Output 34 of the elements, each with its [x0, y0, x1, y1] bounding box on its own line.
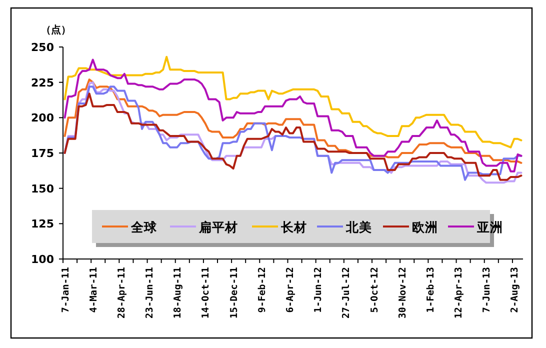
x-tick-label: 1-Jun-12 — [313, 267, 324, 313]
y-tick-label: 225 — [31, 76, 54, 90]
y-tick-label: 250 — [31, 41, 54, 54]
legend-label: 全球 — [130, 220, 158, 234]
x-tick-label: 15-Dec-11 — [228, 266, 240, 318]
x-tick-label: 12-Apr-13 — [454, 266, 465, 318]
y-tick-label: 175 — [31, 147, 54, 160]
y-tick-label: 125 — [31, 218, 54, 231]
x-tick-label: 14-Oct-11 — [200, 266, 212, 318]
legend-label: 欧洲 — [412, 220, 438, 234]
x-tick-label: 27-Jul-12 — [341, 267, 352, 318]
x-tick-label: 28-Apr-11 — [116, 266, 128, 318]
y-tick-label: 150 — [31, 182, 54, 196]
x-tick-label: 5-Oct-12 — [369, 267, 380, 313]
x-tick-label: 18-Aug-11 — [172, 266, 184, 318]
line-series — [64, 78, 522, 164]
x-tick-label: 23-Jun-11 — [144, 266, 156, 318]
y-axis-title: （点） — [41, 24, 71, 36]
legend-label: 北美 — [345, 220, 372, 234]
legend-label: 亚洲 — [476, 220, 503, 234]
x-tick-label: 9-Feb-12 — [256, 267, 268, 313]
line-series — [64, 58, 522, 172]
x-tick-label: 30-Nov-12 — [397, 267, 408, 318]
y-tick-label: 200 — [31, 112, 54, 125]
x-tick-label: 2-Aug-13 — [510, 266, 521, 313]
line-series — [64, 56, 522, 148]
legend-label: 长材 — [280, 220, 307, 234]
legend-label: 扁平材 — [198, 220, 238, 234]
x-tick-label: 7-Jan-11 — [60, 266, 72, 313]
x-tick-label: 4-Mar-11 — [88, 266, 100, 313]
y-tick-label: 100 — [31, 253, 54, 266]
x-tick-label: 1-Feb-13 — [425, 266, 436, 313]
x-tick-label: 6-Apr-12 — [284, 267, 296, 313]
x-tick-label: 7-Jun-13 — [482, 266, 493, 313]
